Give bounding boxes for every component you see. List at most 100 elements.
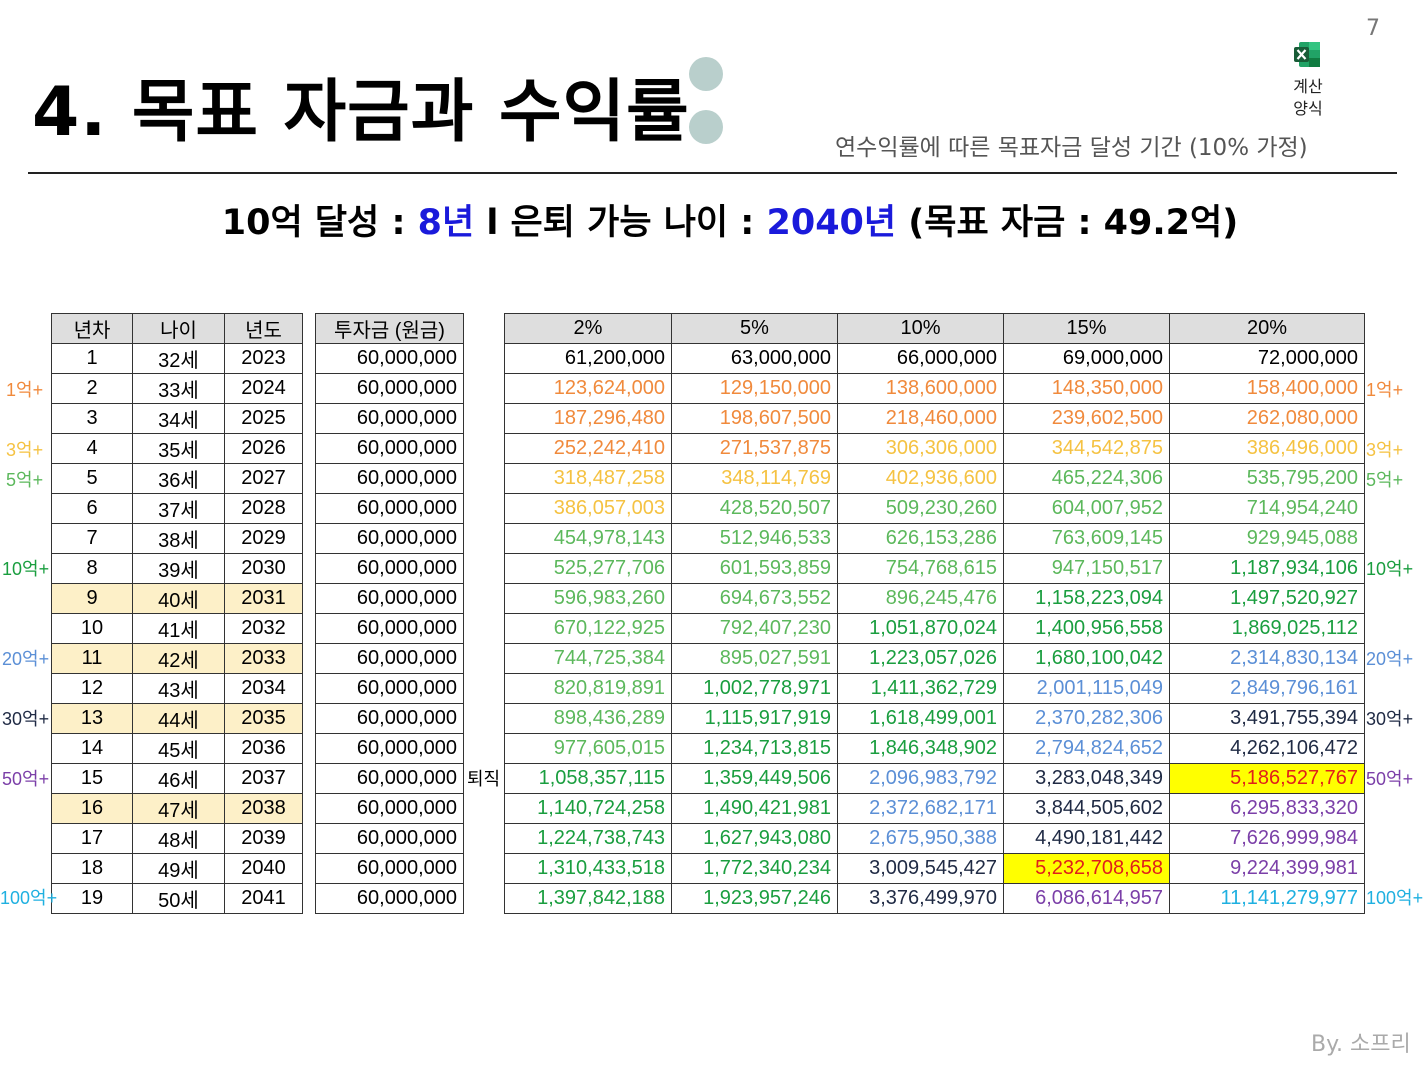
balance-cell: 4,490,181,442	[1003, 823, 1170, 854]
table-row: 8 39세 2030 60,000,000	[51, 553, 464, 584]
column-spacer	[302, 613, 316, 644]
balance-cell: 1,869,025,112	[1169, 613, 1365, 644]
balance-cell: 3,844,505,602	[1003, 793, 1170, 824]
balance-cell: 525,277,706	[504, 553, 672, 584]
column-spacer	[302, 553, 316, 584]
balance-cell: 239,602,500	[1003, 403, 1170, 434]
balance-cell: 252,242,410	[504, 433, 672, 464]
page-number: 7	[1366, 16, 1380, 41]
table-row: 318,487,258 348,114,769 402,936,600 465,224…	[504, 463, 1365, 494]
balance-cell: 509,230,260	[837, 493, 1004, 524]
balance-cell: 1,627,943,080	[671, 823, 838, 854]
balance-cell: 694,673,552	[671, 583, 838, 614]
principal-cell: 60,000,000	[315, 343, 464, 374]
excel-icon[interactable]	[1293, 40, 1322, 69]
table-row: 4 35세 2026 60,000,000	[51, 433, 464, 464]
year-index-cell: 6	[51, 493, 133, 524]
balance-cell: 1,397,842,188	[504, 883, 672, 914]
balance-cell: 2,001,115,049	[1003, 673, 1170, 704]
table-row: 11 42세 2033 60,000,000	[51, 643, 464, 674]
milestone-label-left: 20억+	[2, 649, 50, 669]
headline-retire-year: 2040년	[766, 203, 897, 243]
principal-cell: 60,000,000	[315, 613, 464, 644]
milestone-label-left: 30억+	[2, 708, 50, 729]
calendar-year-cell: 2041	[224, 883, 303, 914]
balance-cell: 69,000,000	[1003, 343, 1170, 374]
balance-cell: 1,051,870,024	[837, 613, 1004, 644]
balance-cell: 402,936,600	[837, 463, 1004, 494]
year-index-cell: 12	[51, 673, 133, 704]
milestone-label-left: 1억+	[6, 379, 44, 400]
balance-cell: 5,232,708,658	[1003, 853, 1170, 884]
balance-cell: 977,605,015	[504, 733, 672, 764]
balance-cell: 344,542,875	[1003, 433, 1170, 464]
calc-label-line1: 계산	[1293, 77, 1323, 96]
balance-cell: 158,400,000	[1169, 373, 1365, 404]
balance-cell: 947,150,517	[1003, 553, 1170, 584]
milestone-label-right: 30억+	[1366, 708, 1414, 729]
balance-cell: 792,407,230	[671, 613, 838, 644]
milestone-label-right: 1억+	[1366, 379, 1404, 400]
balance-cell: 428,520,507	[671, 493, 838, 524]
year-index-cell: 9	[51, 583, 133, 614]
column-spacer	[302, 853, 316, 884]
calendar-year-cell: 2040	[224, 853, 303, 884]
balance-cell: 604,007,952	[1003, 493, 1170, 524]
table-row: 17 48세 2039 60,000,000	[51, 823, 464, 854]
balance-cell: 1,158,223,094	[1003, 583, 1170, 614]
balance-cell: 1,187,934,106	[1169, 553, 1365, 584]
base-info-table: 년차 나이 년도 투자금 (원금) 1 32세 2023 60,000,000 2 33세 202…	[51, 313, 464, 914]
milestone-label-left: 100억+	[0, 888, 58, 909]
balance-cell: 512,946,533	[671, 523, 838, 554]
table-row: 596,983,260 694,673,552 896,245,476 1,158,2…	[504, 583, 1365, 614]
column-spacer	[302, 493, 316, 524]
balance-cell: 306,306,000	[837, 433, 1004, 464]
age-cell: 39세	[132, 553, 225, 584]
calendar-year-cell: 2025	[224, 403, 303, 434]
balance-cell: 1,058,357,115	[504, 763, 672, 794]
principal-cell: 60,000,000	[315, 853, 464, 884]
balance-cell: 66,000,000	[837, 343, 1004, 374]
principal-cell: 60,000,000	[315, 643, 464, 674]
principal-cell: 60,000,000	[315, 373, 464, 404]
calc-form-label[interactable]: 계산 양식	[1284, 76, 1332, 120]
balance-cell: 187,296,480	[504, 403, 672, 434]
calendar-year-cell: 2035	[224, 703, 303, 734]
headline-years: 8년	[417, 203, 475, 243]
balance-cell: 754,768,615	[837, 553, 1004, 584]
balance-cell: 454,978,143	[504, 523, 672, 554]
table-row: 386,057,003 428,520,507 509,230,260 604,007…	[504, 493, 1365, 524]
balance-cell: 2,314,830,134	[1169, 643, 1365, 674]
balance-cell: 1,846,348,902	[837, 733, 1004, 764]
balance-cell: 626,153,286	[837, 523, 1004, 554]
milestone-label-right: 20억+	[1366, 649, 1414, 669]
year-index-cell: 4	[51, 433, 133, 464]
table-row: 18 49세 2040 60,000,000	[51, 853, 464, 884]
calendar-year-cell: 2038	[224, 793, 303, 824]
table-row: 14 45세 2036 60,000,000	[51, 733, 464, 764]
balance-cell: 2,372,682,171	[837, 793, 1004, 824]
page-title: 4. 목표 자금과 수익률	[32, 73, 690, 152]
table-row: 252,242,410 271,537,875 306,306,000 344,542…	[504, 433, 1365, 464]
year-index-cell: 17	[51, 823, 133, 854]
rate-header: 5%	[671, 313, 838, 344]
table-row: 16 47세 2038 60,000,000	[51, 793, 464, 824]
balance-cell: 11,141,279,977	[1169, 883, 1365, 914]
balance-cell: 198,607,500	[671, 403, 838, 434]
table-row: 1 32세 2023 60,000,000	[51, 343, 464, 374]
year-index-cell: 3	[51, 403, 133, 434]
year-index-cell: 8	[51, 553, 133, 584]
age-cell: 34세	[132, 403, 225, 434]
principal-cell: 60,000,000	[315, 793, 464, 824]
subtitle: 연수익률에 따른 목표자금 달성 기간 (10% 가정)	[835, 135, 1308, 161]
balance-cell: 9,224,399,981	[1169, 853, 1365, 884]
balance-cell: 1,497,520,927	[1169, 583, 1365, 614]
balance-cell: 1,234,713,815	[671, 733, 838, 764]
balance-cell: 2,675,950,388	[837, 823, 1004, 854]
balance-cell: 123,624,000	[504, 373, 672, 404]
calendar-year-cell: 2023	[224, 343, 303, 374]
balance-cell: 218,460,000	[837, 403, 1004, 434]
principal-cell: 60,000,000	[315, 523, 464, 554]
balance-cell: 1,115,917,919	[671, 703, 838, 734]
column-spacer	[302, 523, 316, 554]
